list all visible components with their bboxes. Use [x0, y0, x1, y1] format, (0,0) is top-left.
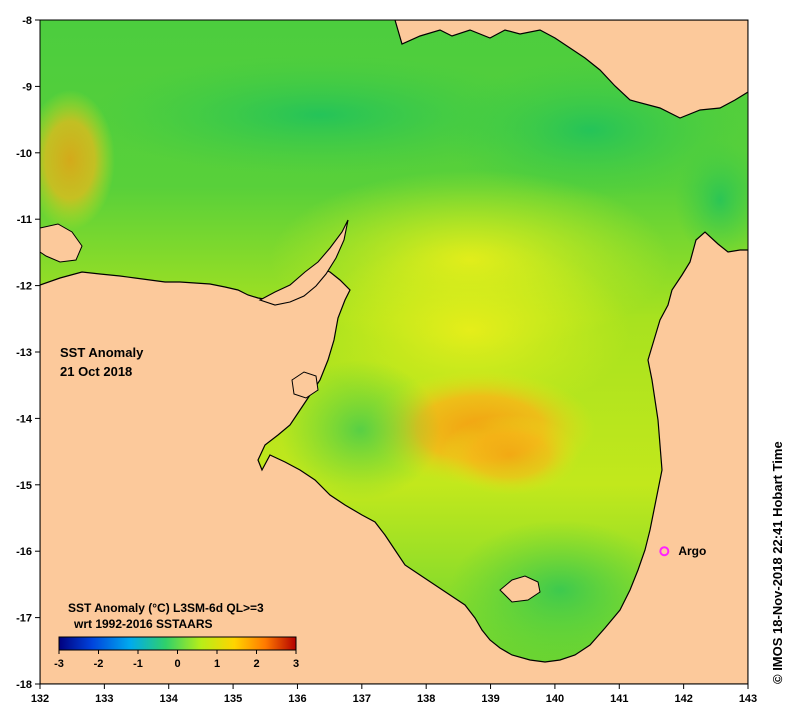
colorbar-tick-label: 0	[174, 658, 180, 670]
colorbar-tick-label: 2	[253, 658, 259, 670]
colorbar-tick-label: -2	[94, 658, 104, 670]
y-tick-label: -14	[16, 413, 33, 425]
x-tick-label: 138	[417, 693, 435, 705]
x-tick-label: 133	[95, 693, 113, 705]
y-tick-label: -16	[16, 546, 32, 558]
land	[40, 20, 748, 684]
colorbar-gradient	[58, 636, 297, 651]
y-tick-label: -10	[16, 148, 32, 160]
colorbar-tick-label: 1	[214, 658, 220, 670]
landmass-northern-australia	[40, 231, 748, 684]
x-axis: 132 133 134 135 136 137 138 139 140 141 142 143	[31, 684, 757, 705]
y-axis: -8 -9 -10 -11 -12 -13 -14 -15 -16 -17 -18	[16, 15, 40, 691]
x-tick-label: 135	[224, 693, 242, 705]
y-tick-label: -17	[16, 613, 32, 625]
y-tick-label: -18	[16, 679, 32, 691]
x-tick-label: 132	[31, 693, 49, 705]
y-tick-label: -8	[22, 15, 32, 27]
anomaly-patch	[675, 140, 748, 260]
island-west	[40, 223, 83, 263]
x-tick-label: 134	[160, 693, 179, 705]
x-tick-label: 141	[610, 693, 628, 705]
colorbar-tick-label: 3	[293, 658, 299, 670]
argo-label: Argo	[678, 544, 706, 558]
island-groote	[291, 371, 319, 399]
x-tick-label: 137	[353, 693, 371, 705]
x-tick-label: 139	[481, 693, 499, 705]
colorbar-title: SST Anomaly (°C) L3SM-6d QL>=3	[68, 601, 264, 615]
x-tick-label: 136	[288, 693, 306, 705]
y-tick-label: -15	[16, 480, 32, 492]
anomaly-patch	[280, 360, 440, 500]
map-plot-area	[40, 20, 748, 684]
landmass-new-guinea	[394, 20, 748, 119]
landmass-arnhem-arm	[258, 219, 349, 306]
y-tick-label: -12	[16, 281, 32, 293]
x-tick-label: 140	[546, 693, 564, 705]
anomaly-patch	[40, 90, 115, 230]
imos-credit: © IMOS 18-Nov-2018 22:41 Hobart Time	[770, 441, 785, 684]
argo-marker: Argo	[659, 544, 706, 558]
anomaly-patch	[90, 55, 550, 175]
y-tick-label: -11	[17, 214, 32, 226]
x-tick-label: 143	[739, 693, 757, 705]
y-tick-label: -9	[22, 81, 32, 93]
colorbar-ticks: -3 -2 -1 0 1 2 3	[54, 650, 299, 670]
colorbar-tick-label: -3	[54, 658, 64, 670]
warm-anomaly-patch	[440, 415, 580, 495]
map-title: SST Anomaly	[60, 345, 144, 360]
island-mornington	[499, 575, 541, 603]
map-date: 21 Oct 2018	[60, 364, 132, 379]
colorbar-tick-label: -1	[133, 658, 143, 670]
y-tick-label: -13	[16, 347, 32, 359]
x-tick-label: 142	[674, 693, 692, 705]
colorbar: SST Anomaly (°C) L3SM-6d QL>=3 wrt 1992-…	[54, 601, 299, 670]
argo-marker-icon	[659, 546, 670, 557]
colorbar-subtitle: wrt 1992-2016 SSTAARS	[73, 617, 213, 631]
